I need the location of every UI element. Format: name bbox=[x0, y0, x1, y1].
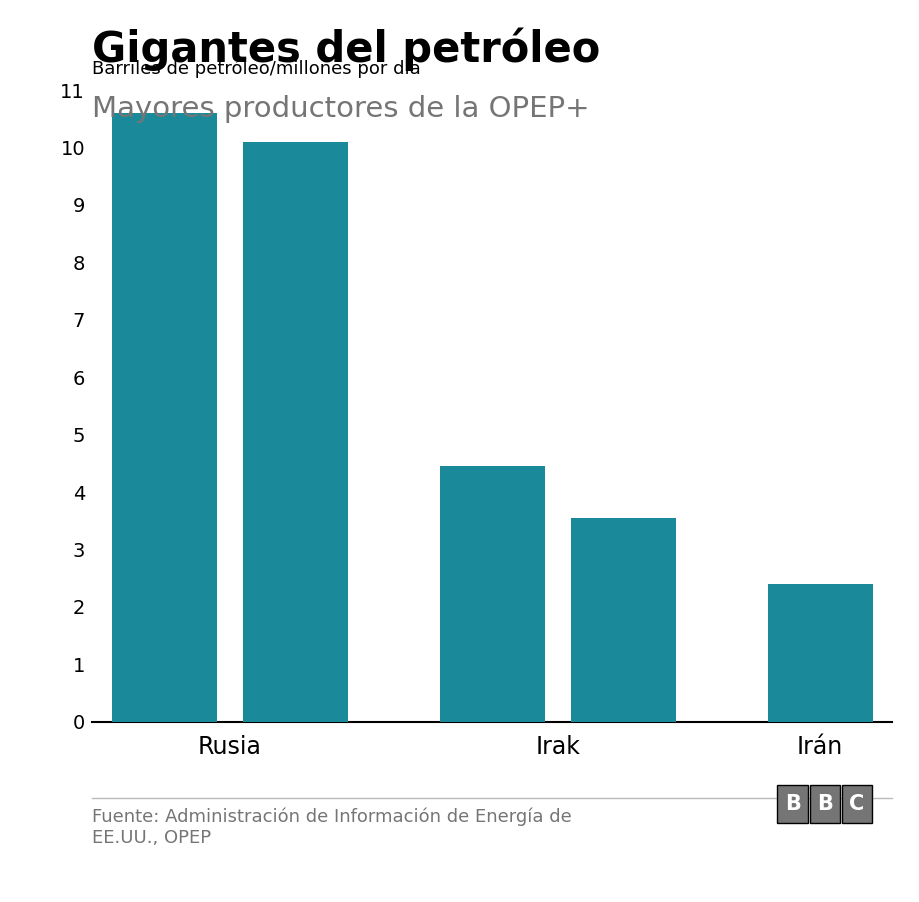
Text: Gigantes del petróleo: Gigantes del petróleo bbox=[92, 27, 599, 70]
Bar bbox=[571, 518, 675, 722]
Text: C: C bbox=[848, 794, 864, 814]
Bar bbox=[439, 466, 544, 722]
Text: B: B bbox=[784, 794, 800, 814]
Text: Mayores productores de la OPEP+: Mayores productores de la OPEP+ bbox=[92, 95, 589, 123]
Bar bbox=[767, 584, 872, 722]
Bar bbox=[111, 113, 216, 722]
Bar bbox=[243, 142, 347, 722]
Text: Fuente: Administración de Información de Energía de
EE.UU., OPEP: Fuente: Administración de Información de… bbox=[92, 807, 571, 847]
Text: B: B bbox=[816, 794, 832, 814]
Text: Barriles de petróleo/millones por día: Barriles de petróleo/millones por día bbox=[92, 59, 420, 78]
